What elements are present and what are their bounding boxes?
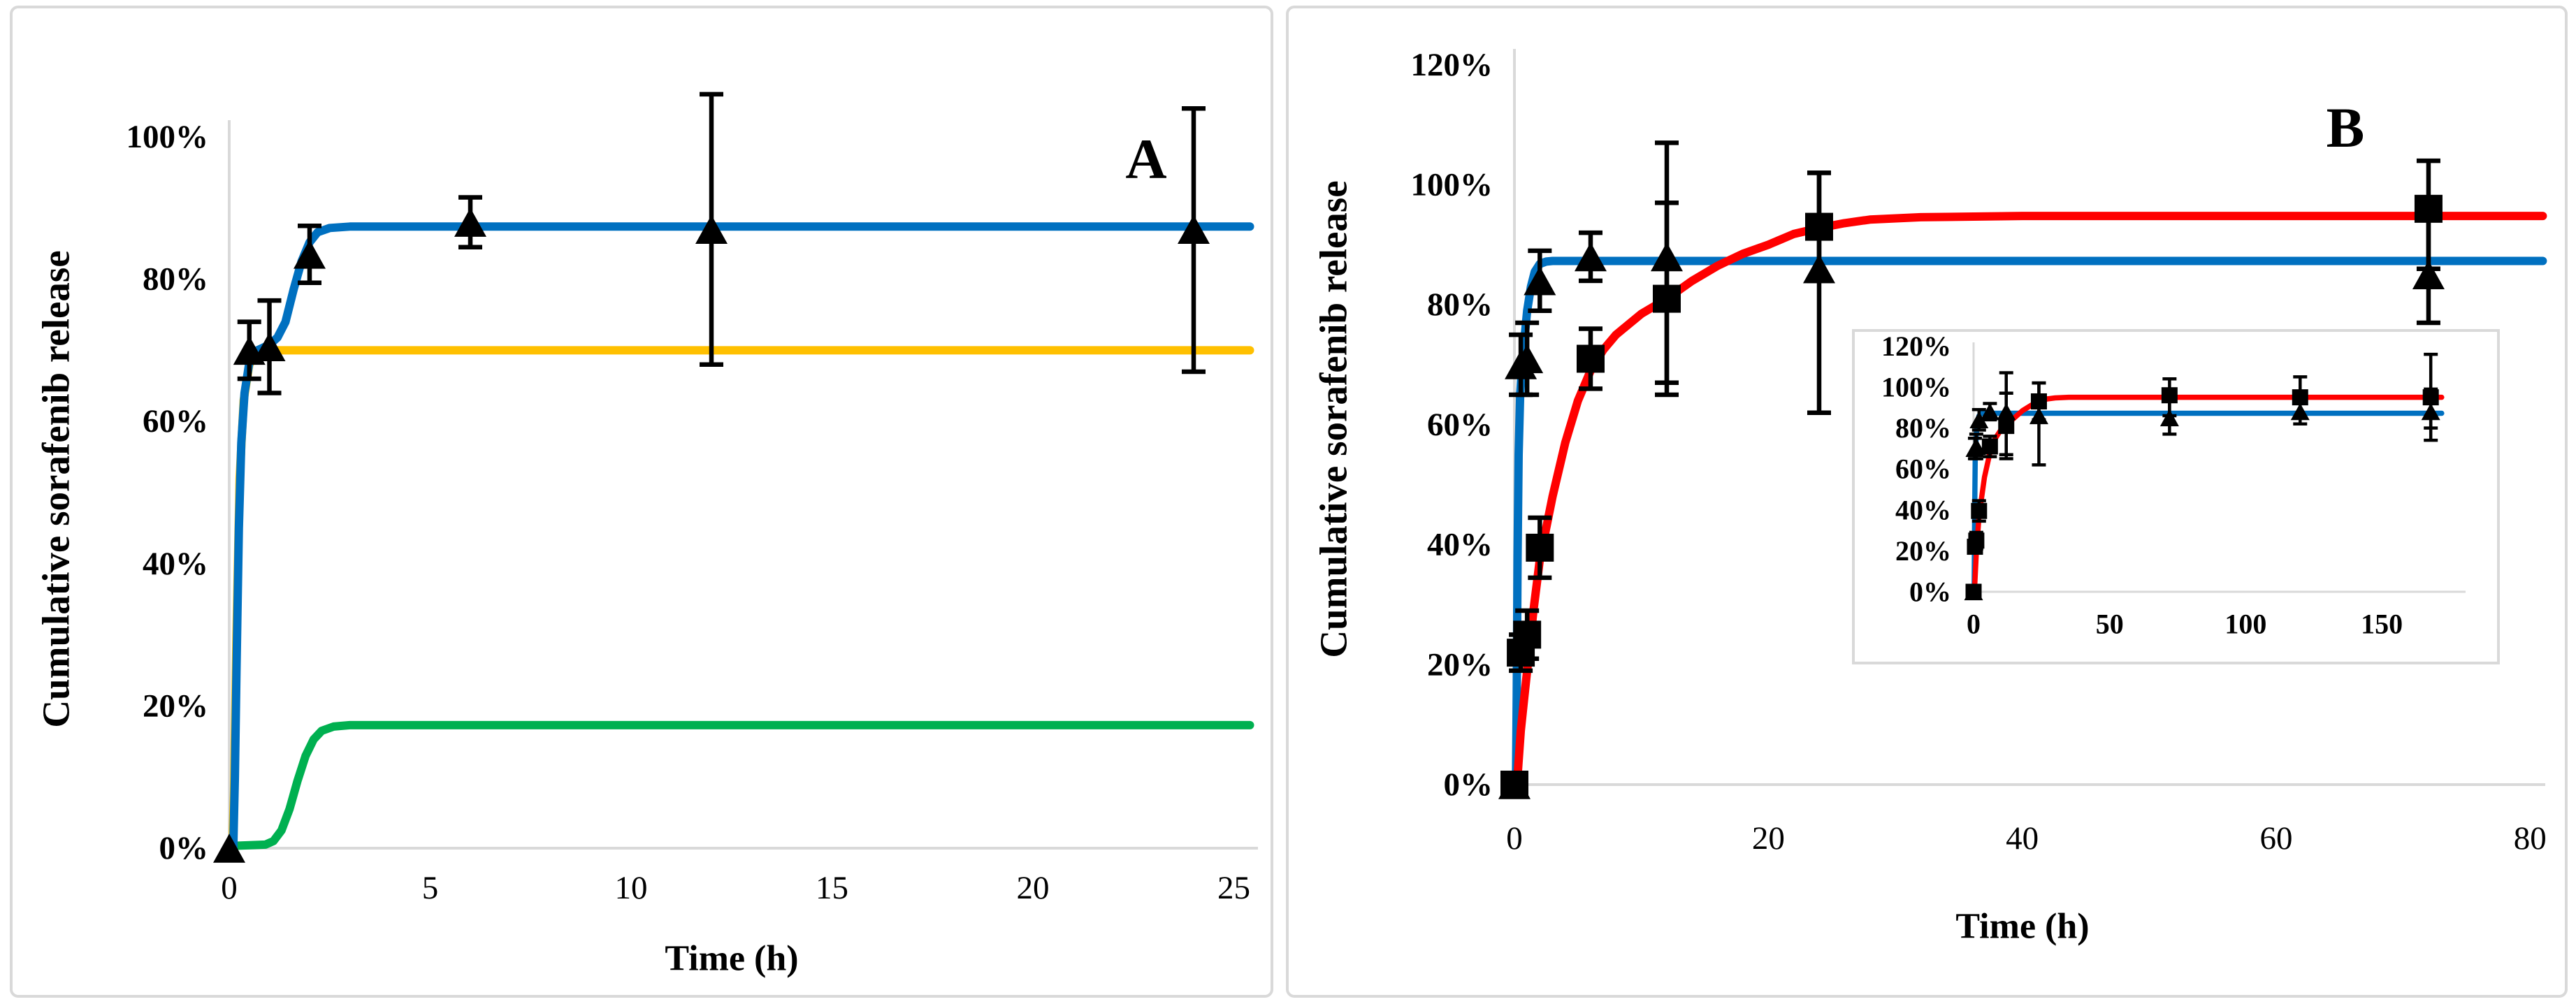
panel-A-chart-curve-fit-plateau-70pct: [228, 346, 1254, 852]
panel-b-letter: B: [2326, 96, 2365, 159]
panel-B-inset-chart: 0% 20% 40% 60% 80% 100% 120% 0 50 100 150: [1852, 329, 2500, 664]
panel-a-x-axis-title: Time (h): [665, 938, 799, 979]
panel-b-x-axis-title: Time (h): [1955, 906, 2090, 947]
panel-B-inset-chart-x-tick-0: 0: [1967, 609, 1981, 640]
panel-B-inset-chart-y-tick-0: 0%: [1909, 576, 1951, 608]
square-marker: [2030, 393, 2047, 410]
triangle-marker: [294, 240, 326, 269]
square-marker: [1804, 212, 1833, 241]
panel-B-chart-y-tick-4: 80%: [1427, 286, 1493, 323]
panel-a: [10, 6, 1273, 998]
panel-B-inset-chart-frame: [1852, 329, 2500, 664]
square-marker: [1652, 284, 1681, 313]
square-marker: [1526, 533, 1554, 562]
panel-A-chart: 0% 20% 40% 60% 80% 100% 0 5 10 15 20 25: [126, 92, 1258, 906]
triangle-marker: [1574, 242, 1607, 272]
panel-A-chart-y-tick-3: 60%: [143, 403, 208, 439]
panel-A-chart-x-tick-3: 15: [816, 870, 848, 906]
panel-b-y-axis-title: Cumulative sorafenib release: [1312, 180, 1355, 658]
panel-B-chart-x-tick-3: 60: [2259, 820, 2292, 857]
panel-A-chart-x-tick-2: 10: [615, 870, 648, 906]
panel-B-inset-chart-x-tick-2: 100: [2224, 609, 2266, 640]
panel-A-chart-curve-fit-plateau-87pct: [229, 222, 1254, 852]
triangle-marker: [1178, 214, 1210, 245]
panel-B-chart-y-tick-6: 120%: [1411, 47, 1493, 83]
triangle-marker: [695, 214, 728, 245]
panel-A-chart-y-tick-2: 40%: [143, 546, 208, 582]
panel-A-chart-scatter-observed-release-triangles: [213, 92, 1210, 863]
panel-B-inset-chart-x-tick-3: 150: [2361, 609, 2403, 640]
panel-B-chart-y-tick-0: 0%: [1444, 766, 1493, 803]
panel-B-chart-x-tick-2: 40: [2006, 820, 2039, 857]
square-marker: [1981, 438, 1998, 455]
panel-B-inset-chart-y-tick-2: 40%: [1895, 494, 1951, 525]
triangle-marker: [1980, 403, 1999, 421]
panel-A-chart-y-tick-5: 100%: [126, 119, 209, 155]
square-marker: [1513, 620, 1542, 649]
square-marker: [2292, 389, 2308, 406]
square-marker: [2422, 389, 2439, 406]
panel-A-chart-x-tick-1: 5: [422, 870, 439, 906]
triangle-marker: [1511, 344, 1544, 374]
panel-B-chart-y-tick-1: 20%: [1427, 646, 1493, 683]
panel-B-chart-x-tick-0: 0: [1506, 820, 1523, 857]
square-marker: [1968, 532, 1985, 549]
square-marker: [1971, 502, 1988, 519]
panel-A-chart-x-tick-4: 20: [1017, 870, 1050, 906]
square-marker: [2414, 194, 2443, 223]
panel-A-chart-y-tick-4: 80%: [143, 261, 208, 298]
triangle-marker: [1524, 266, 1556, 296]
triangle-marker: [1969, 411, 1989, 429]
panel-A-chart-x-tick-0: 0: [221, 870, 238, 906]
square-marker: [2161, 387, 2178, 404]
triangle-marker: [2159, 409, 2179, 427]
panel-A-chart-y-tick-1: 20%: [143, 687, 208, 724]
panel-a-letter: A: [1125, 127, 1167, 191]
panel-A-chart-x-tick-5: 25: [1217, 870, 1250, 906]
panel-B-inset-chart-y-tick-5: 100%: [1881, 372, 1951, 403]
panel-B-chart-scatter-observed-slow-squares: [1500, 158, 2443, 799]
panel-B-chart-y-tick-5: 100%: [1411, 167, 1493, 203]
panel-B-chart-y-tick-3: 60%: [1427, 407, 1493, 443]
square-marker: [1576, 344, 1605, 373]
triangle-marker: [253, 332, 286, 362]
triangle-marker: [1967, 437, 1986, 456]
panel-B-inset-chart-y-tick-6: 120%: [1881, 330, 1951, 362]
triangle-marker: [2412, 260, 2445, 289]
panel-B-inset-chart-x-tick-1: 50: [2096, 609, 2124, 640]
panel-a-y-axis-title: Cumulative sorafenib release: [34, 250, 78, 728]
square-marker: [1998, 418, 2015, 435]
square-marker: [1965, 583, 1982, 600]
panel-B-inset-chart-y-tick-1: 20%: [1895, 535, 1951, 567]
panel-B-chart-x-tick-1: 20: [1752, 820, 1785, 857]
panel-B-chart-y-tick-2: 40%: [1427, 527, 1493, 563]
panel-B-inset-chart-y-tick-3: 60%: [1895, 453, 1951, 485]
panel-A-chart-y-tick-0: 0%: [159, 830, 209, 866]
triangle-marker: [454, 208, 486, 237]
triangle-marker: [213, 834, 245, 863]
panel-B-inset-chart-scatter-observed-slow-squares: [1965, 352, 2439, 600]
panel-B-inset-chart-y-tick-4: 80%: [1895, 412, 1951, 444]
panel-A-chart-curve-fit-plateau-17pct: [225, 720, 1254, 850]
square-marker: [1500, 771, 1528, 799]
panel-B-chart: 0% 20% 40% 60% 80% 100% 120% 0 20 40 60 80: [1411, 47, 2547, 857]
panel-B-chart-x-tick-4: 80: [2514, 820, 2547, 857]
